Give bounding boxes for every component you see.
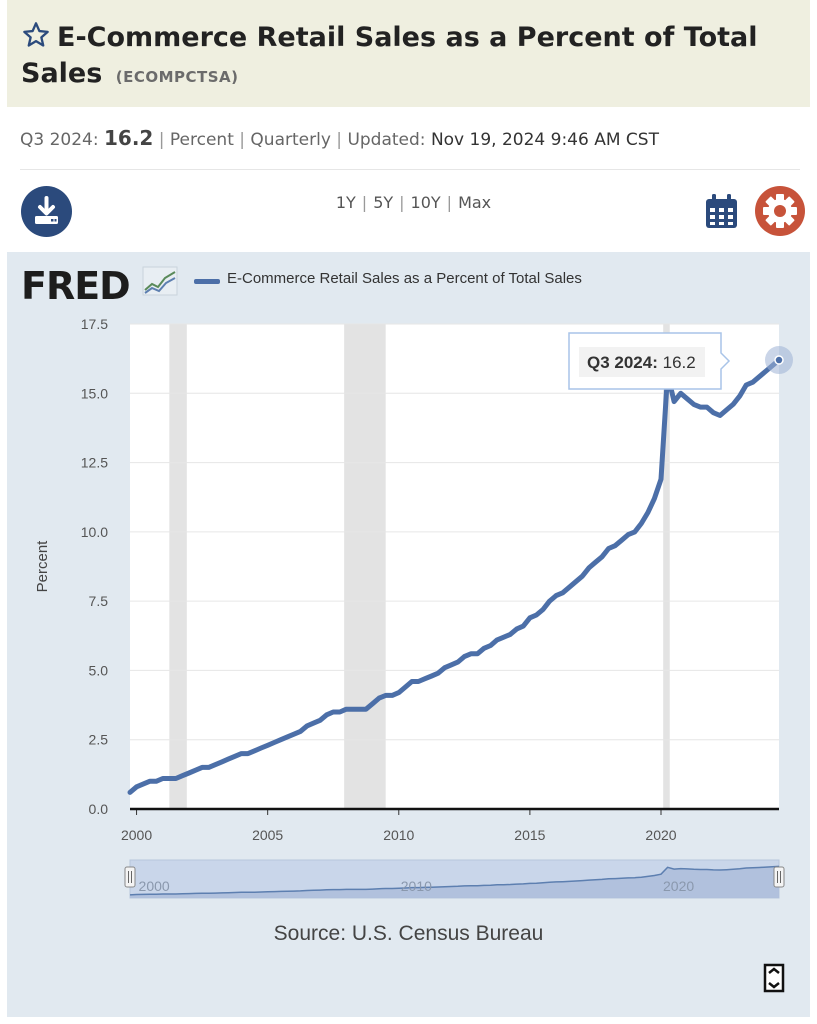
divider (20, 169, 800, 170)
y-tick-label: 15.0 (81, 385, 108, 401)
date-range-selector: 1Y | 5Y | 10Y | Max (335, 193, 492, 212)
x-tick-label: 2010 (383, 827, 414, 843)
y-axis-label: Percent (34, 540, 51, 593)
plot-area (130, 324, 779, 809)
series-id: (ECOMPCTSA) (115, 68, 239, 86)
x-tick-label: 2000 (121, 827, 152, 843)
recession-band (344, 324, 386, 809)
range-1y[interactable]: 1Y (335, 193, 356, 212)
recession-band (663, 324, 670, 809)
fullscreen-icon[interactable] (763, 963, 785, 993)
y-tick-label: 2.5 (89, 732, 109, 748)
range-5y[interactable]: 5Y (373, 193, 394, 212)
navigator-area (130, 866, 779, 898)
y-tick-label: 10.0 (81, 524, 108, 540)
star-icon[interactable] (21, 21, 51, 49)
tooltip-bg (579, 347, 705, 377)
x-tick-label: 2020 (645, 827, 676, 843)
source-note: Source: U.S. Census Bureau (273, 922, 544, 945)
navigator-label: 2000 (139, 878, 170, 894)
settings-button[interactable] (755, 186, 805, 236)
legend-swatch (194, 279, 220, 284)
recession-band (169, 324, 187, 809)
tooltip-text: Q3 2024: 16.2 (587, 353, 696, 372)
y-tick-label: 7.5 (89, 593, 109, 609)
observation-period: Q3 2024: (20, 130, 99, 150)
y-tick-label: 5.0 (89, 662, 109, 678)
navigator-label: 2020 (663, 878, 694, 894)
title-band: E-Commerce Retail Sales as a Percent of … (7, 0, 810, 107)
y-tick-label: 17.5 (81, 316, 108, 332)
page-title: E-Commerce Retail Sales as a Percent of … (21, 20, 796, 95)
x-tick-label: 2005 (252, 827, 283, 843)
data-point-last (774, 355, 784, 365)
chart-panel: FRED E-Commerce Retail Sales as a Percen… (7, 252, 810, 1017)
frequency-label: Quarterly (250, 130, 331, 150)
observation-summary: Q3 2024: 16.2 | Percent | Quarterly | Up… (20, 126, 659, 150)
calendar-icon[interactable] (705, 193, 738, 229)
navigator-label: 2010 (401, 878, 432, 894)
y-tick-label: 12.5 (81, 455, 108, 471)
gear-icon (763, 194, 797, 228)
y-tick-label: 0.0 (89, 801, 109, 817)
updated-label: Updated: (347, 130, 426, 150)
line-chart: 0.0 2.5 5.0 7.5 10.0 12.5 15.0 17.5 2000 2005 2010… (34, 316, 793, 899)
fred-logo-graph-icon (142, 266, 178, 296)
updated-value: Nov 19, 2024 9:46 AM CST (430, 130, 659, 150)
units-label: Percent (169, 130, 234, 150)
legend-label: E-Commerce Retail Sales as a Percent of … (227, 270, 582, 287)
download-button[interactable] (21, 186, 72, 237)
observation-value: 16.2 (104, 126, 154, 150)
x-tick-label: 2015 (514, 827, 545, 843)
navigator-handle-right[interactable] (773, 866, 785, 888)
range-10y[interactable]: 10Y (410, 193, 441, 212)
fred-logo: FRED (21, 264, 131, 308)
navigator-line (129, 865, 780, 896)
range-max[interactable]: Max (458, 193, 492, 212)
series-title: E-Commerce Retail Sales as a Percent of … (21, 22, 758, 89)
download-icon (35, 196, 58, 224)
navigator-handle-left[interactable] (124, 866, 136, 888)
